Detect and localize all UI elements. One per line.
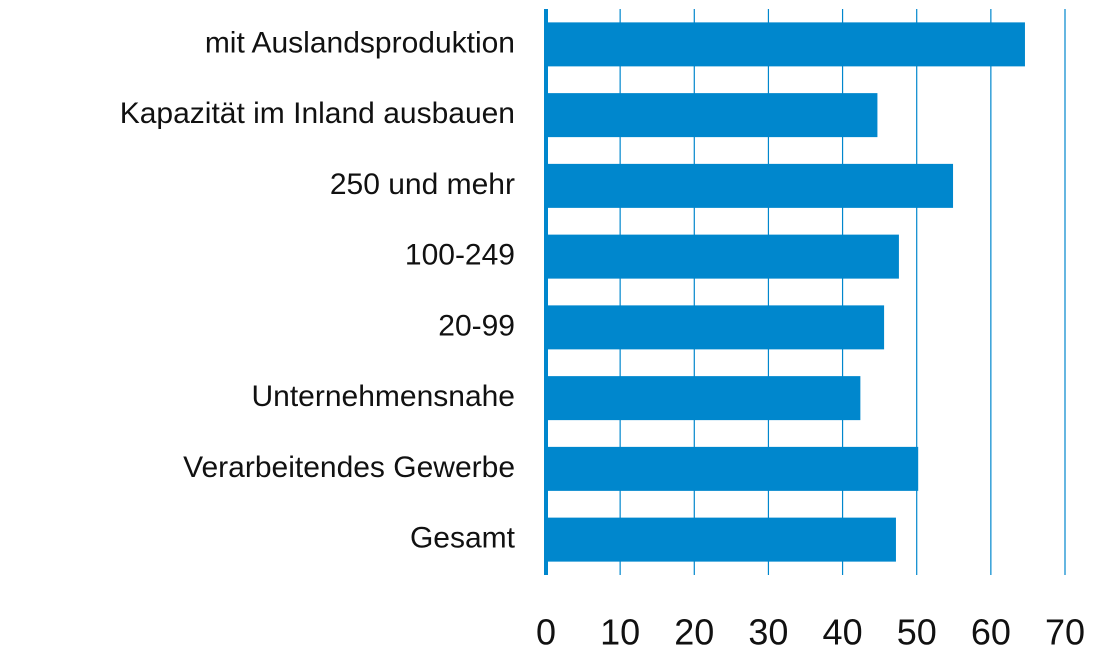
bar: [546, 305, 885, 350]
x-tick-label: 0: [536, 612, 556, 647]
x-tick-label: 20: [674, 612, 714, 647]
x-tick-label: 30: [748, 612, 788, 647]
bar: [546, 517, 896, 562]
bar: [546, 376, 861, 421]
y-tick-label: mit Auslandsproduktion: [205, 26, 515, 59]
x-tick-label: 50: [897, 612, 937, 647]
y-tick-label: 20-99: [438, 309, 515, 342]
y-tick-label: 250 und mehr: [330, 168, 515, 201]
y-tick-label: 100-249: [405, 239, 515, 272]
bar: [546, 93, 878, 138]
x-tick-label: 10: [600, 612, 640, 647]
x-tick-label: 40: [823, 612, 863, 647]
y-tick-label: Verarbeitendes Gewerbe: [183, 451, 515, 484]
bar: [546, 446, 919, 491]
bar: [546, 163, 954, 208]
x-tick-label: 60: [971, 612, 1011, 647]
x-tick-label: 70: [1045, 612, 1085, 647]
y-tick-label: Kapazität im Inland ausbauen: [120, 97, 515, 130]
bar: [546, 22, 1025, 67]
y-tick-label: Gesamt: [410, 522, 516, 555]
bar: [546, 234, 899, 279]
y-tick-label: Unternehmensnahe: [251, 380, 515, 413]
